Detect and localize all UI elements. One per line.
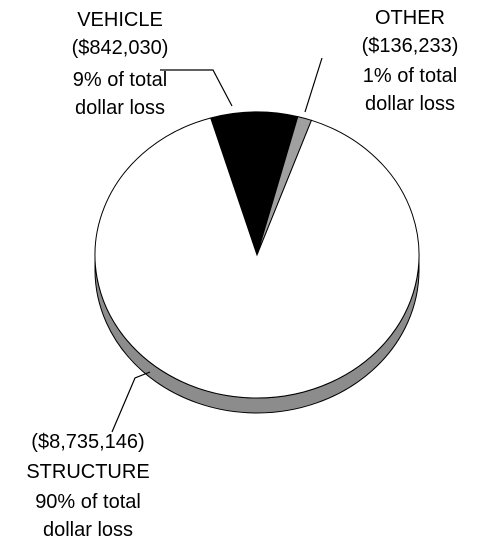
percent-label: 90% of total dollar loss — [35, 491, 141, 541]
category-label: VEHICLE — [77, 9, 163, 31]
category-label: OTHER — [375, 7, 445, 29]
value-label: ($8,735,146) — [31, 431, 145, 453]
leader-line — [304, 57, 323, 113]
pie-slice — [94, 117, 420, 399]
label-other: OTHER ($136,233) 1% of total dollar loss — [340, 4, 479, 118]
leader-line — [160, 69, 233, 107]
label-structure: ($8,735,146) STRUCTURE 90% of total doll… — [18, 428, 158, 544]
percent-label: 1% of total dollar loss — [362, 65, 458, 115]
label-vehicle: VEHICLE ($842,030) 9% of total dollar lo… — [50, 6, 190, 122]
value-label: ($842,030) — [71, 37, 169, 59]
percent-label: 9% of total dollar loss — [72, 69, 168, 119]
value-label: ($136,233) — [361, 35, 459, 57]
pie-slice — [210, 111, 299, 257]
category-label: STRUCTURE — [26, 461, 150, 483]
leader-line — [111, 371, 151, 433]
